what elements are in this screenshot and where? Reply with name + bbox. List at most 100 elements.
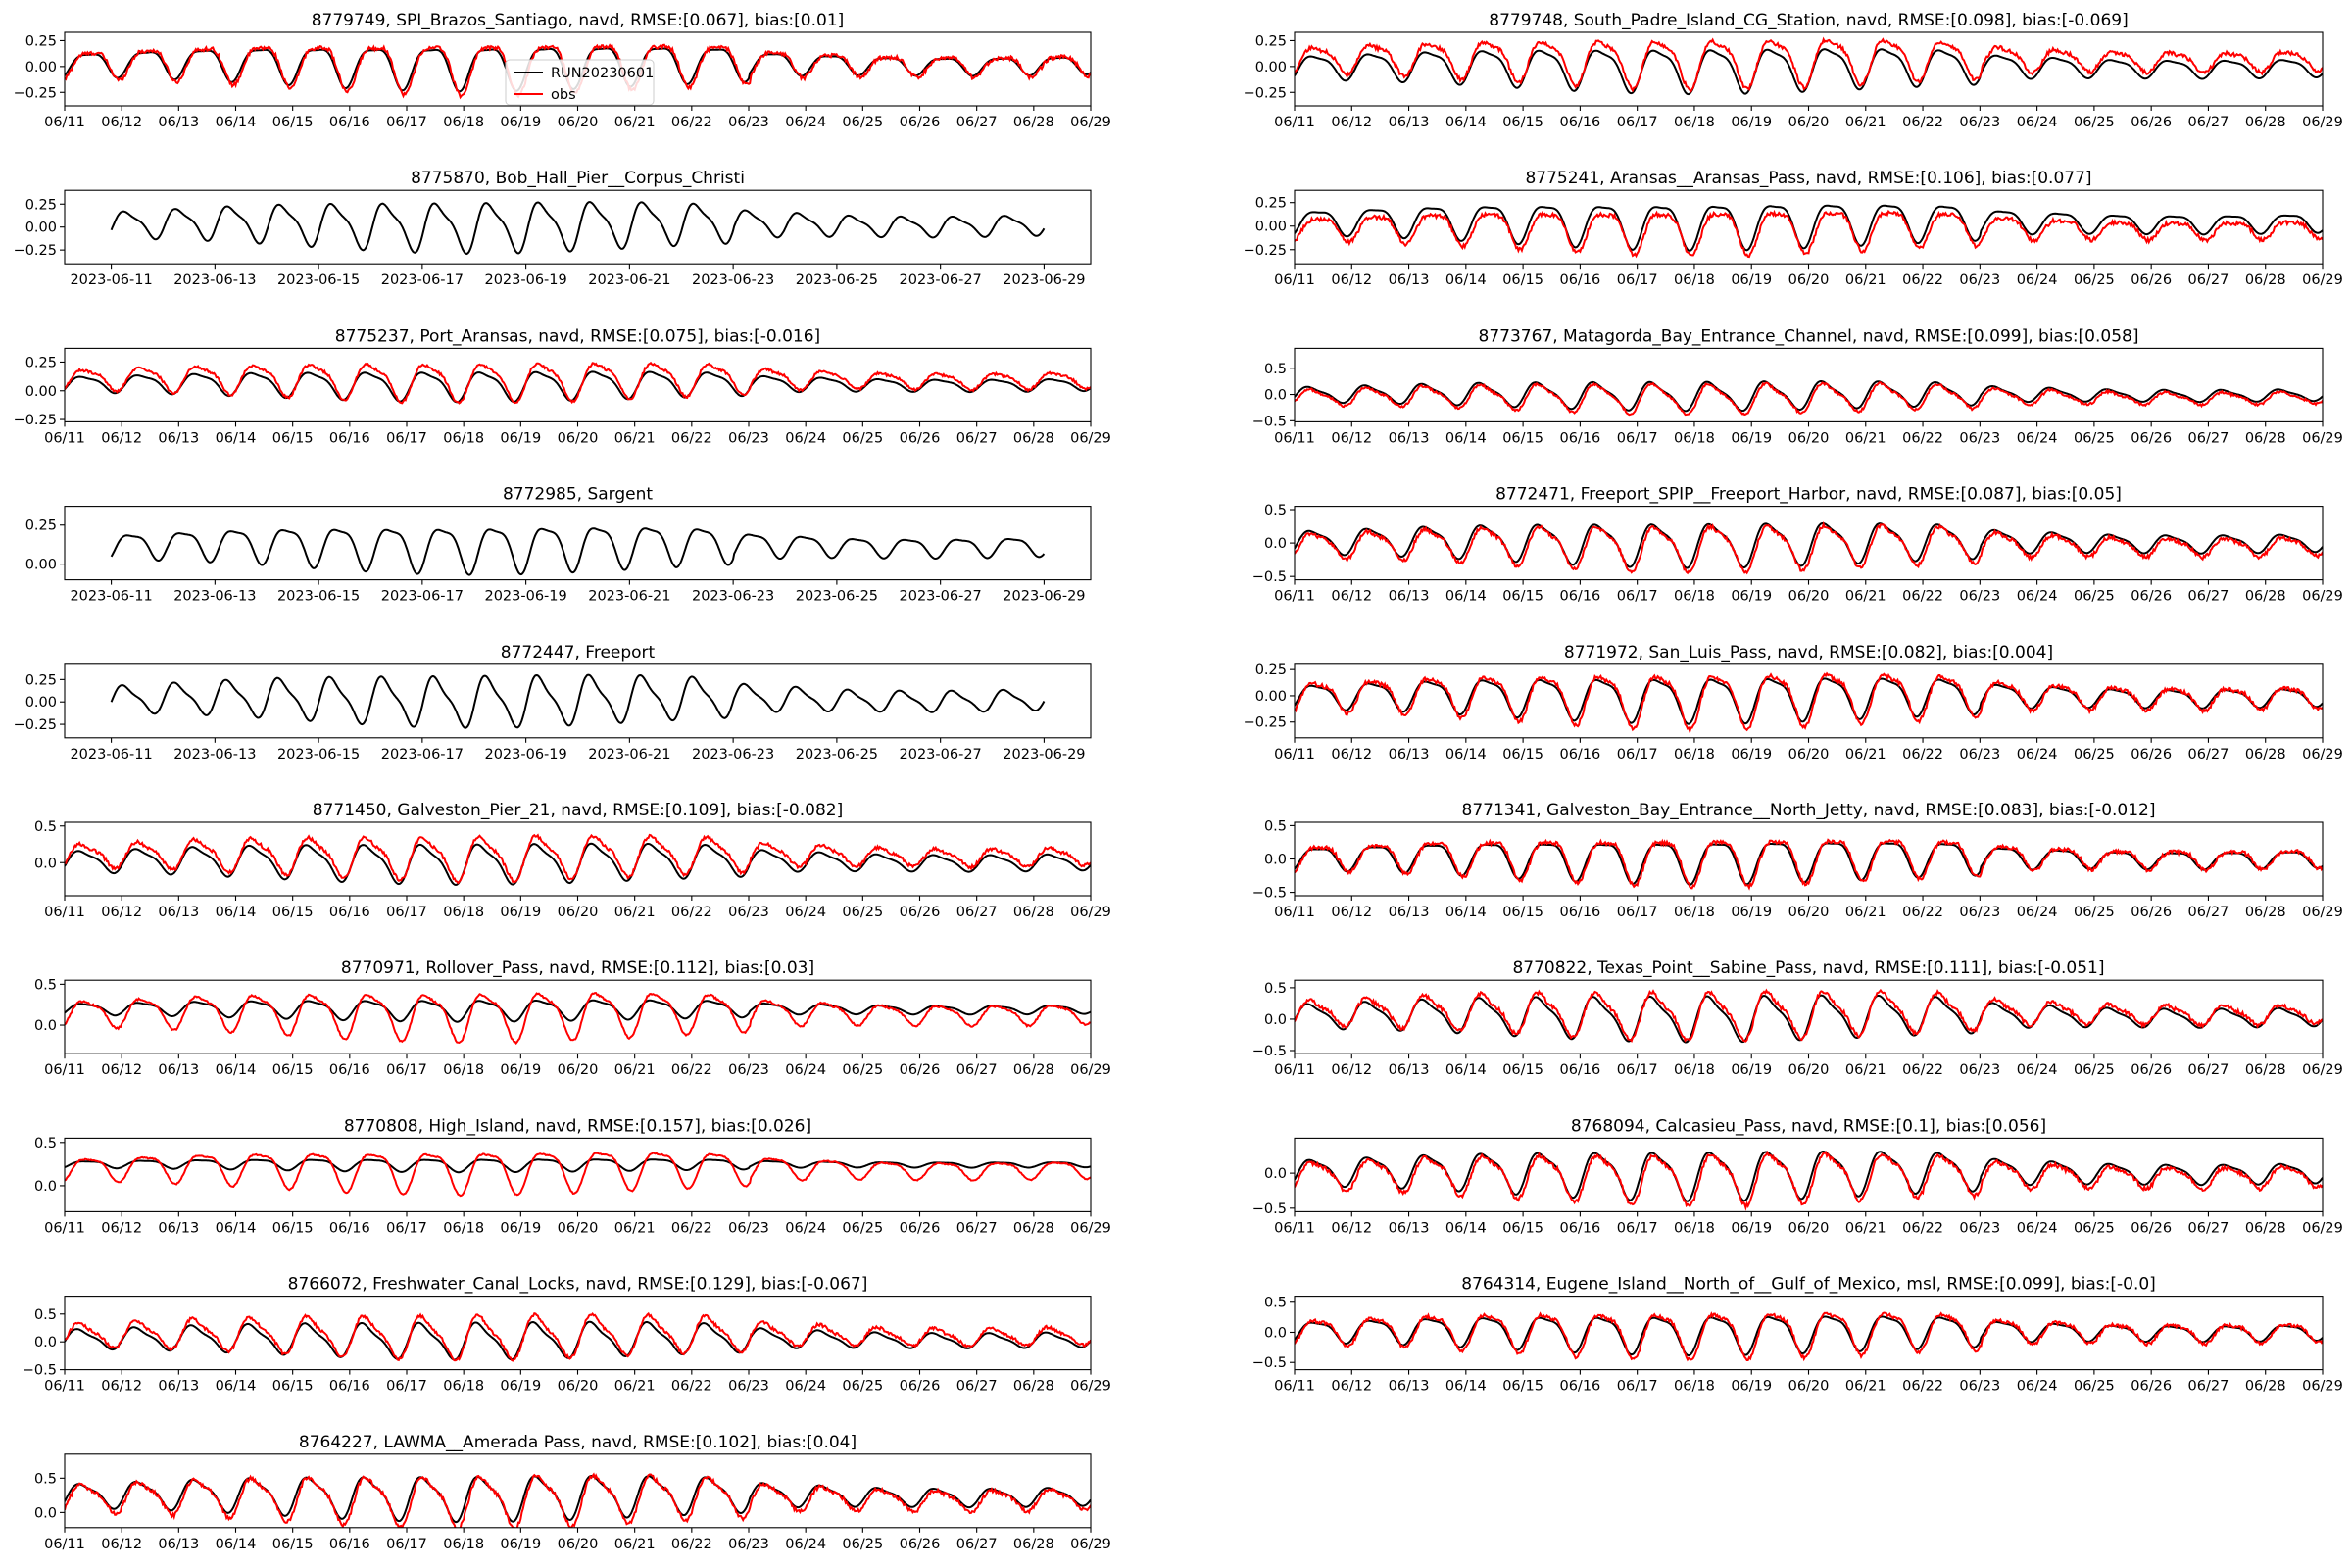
x-tick-label: 06/21 (1845, 115, 1886, 130)
x-tick-label: 06/17 (386, 430, 427, 446)
series-line-obs (65, 361, 1091, 405)
subplot-4: 8775241, Aransas__Aransas_Pass, navd, RM… (1244, 169, 2343, 288)
x-tick-label: 06/13 (158, 1062, 199, 1078)
y-tick-label: 0.5 (1264, 362, 1287, 377)
y-tick-label: 0.00 (25, 558, 57, 573)
x-tick-label: 06/20 (558, 1379, 599, 1395)
x-tick-label: 2023-06-27 (900, 589, 982, 605)
x-tick-label: 06/20 (1788, 747, 1830, 762)
y-tick-label: 0.0 (34, 1505, 57, 1521)
x-tick-label: 06/13 (158, 1379, 199, 1395)
x-tick-label: 06/20 (1788, 1220, 1830, 1236)
y-tick-label: 0.00 (1255, 60, 1287, 75)
x-tick-label: 06/15 (1502, 747, 1544, 762)
x-tick-label: 06/11 (1274, 1220, 1315, 1236)
subplot-10: 8771972, San_Luis_Pass, navd, RMSE:[0.08… (1244, 643, 2343, 762)
x-tick-label: 06/12 (1331, 1062, 1372, 1078)
subplot-1: 8779749, SPI_Brazos_Santiago, navd, RMSE… (14, 11, 1111, 130)
x-tick-label: 06/18 (443, 430, 484, 446)
x-tick-label: 06/20 (558, 115, 599, 130)
x-tick-label: 06/15 (1502, 115, 1544, 130)
subplot-12: 8771341, Galveston_Bay_Entrance__North_J… (1252, 801, 2343, 920)
x-tick-label: 06/24 (785, 1537, 826, 1552)
axes-frame (64, 189, 1092, 265)
x-tick-label: 06/18 (1674, 905, 1715, 920)
x-tick-label: 06/19 (1731, 1062, 1772, 1078)
x-tick-label: 06/13 (158, 1220, 199, 1236)
x-tick-label: 06/13 (158, 905, 199, 920)
x-tick-label: 06/20 (558, 1537, 599, 1552)
subplot-title: 8772447, Freeport (501, 643, 656, 662)
x-tick-label: 06/22 (1902, 905, 1943, 920)
subplot-title: 8779749, SPI_Brazos_Santiago, navd, RMSE… (312, 11, 845, 30)
series-line-run20230601 (1295, 1150, 2323, 1202)
x-tick-label: 06/16 (1559, 115, 1600, 130)
x-tick-label: 06/16 (329, 430, 370, 446)
x-tick-label: 06/26 (900, 1379, 941, 1395)
x-tick-label: 06/12 (1331, 905, 1372, 920)
x-tick-label: 06/24 (2017, 905, 2058, 920)
x-tick-label: 06/22 (1902, 1220, 1943, 1236)
series-line-obs (1295, 1150, 2323, 1211)
x-tick-label: 06/12 (1331, 1220, 1372, 1236)
y-tick-label: −0.25 (1244, 715, 1287, 731)
x-tick-label: 06/11 (1274, 905, 1315, 920)
x-tick-label: 06/17 (386, 115, 427, 130)
axes-frame (64, 506, 1092, 581)
x-tick-label: 06/16 (329, 115, 370, 130)
x-tick-label: 06/12 (1331, 747, 1372, 762)
x-tick-label: 2023-06-13 (173, 747, 256, 762)
x-tick-label: 06/20 (1788, 1062, 1830, 1078)
x-tick-label: 06/15 (1502, 589, 1544, 605)
x-tick-label: 06/21 (1845, 1379, 1886, 1395)
x-tick-label: 06/19 (500, 430, 541, 446)
x-tick-label: 2023-06-17 (381, 747, 464, 762)
x-tick-label: 06/14 (1446, 430, 1487, 446)
x-tick-label: 06/12 (101, 905, 142, 920)
x-tick-label: 06/23 (728, 1062, 769, 1078)
series-line-obs (1295, 671, 2323, 735)
x-tick-label: 06/17 (386, 905, 427, 920)
x-tick-label: 06/27 (956, 1062, 998, 1078)
y-tick-label: 0.0 (1264, 1012, 1287, 1028)
x-tick-label: 2023-06-15 (277, 272, 360, 288)
x-tick-label: 06/18 (1674, 589, 1715, 605)
series-line-obs (65, 1152, 1091, 1198)
subplot-title: 8768094, Calcasieu_Pass, navd, RMSE:[0.1… (1571, 1116, 2046, 1136)
x-tick-label: 06/11 (1274, 1062, 1315, 1078)
x-tick-label: 06/21 (1845, 430, 1886, 446)
y-tick-label: −0.25 (1244, 85, 1287, 101)
x-tick-label: 06/28 (2245, 747, 2286, 762)
x-tick-label: 06/22 (1902, 272, 1943, 288)
x-tick-label: 2023-06-23 (692, 272, 774, 288)
series-line-obs (1295, 381, 2323, 416)
y-tick-label: −0.25 (1244, 243, 1287, 259)
y-tick-label: 0.0 (1264, 388, 1287, 404)
x-tick-label: 06/14 (216, 905, 257, 920)
x-tick-label: 06/14 (1446, 589, 1487, 605)
series-line-run20230601 (65, 1158, 1091, 1174)
x-tick-label: 06/28 (2245, 905, 2286, 920)
y-tick-label: 0.00 (25, 695, 57, 710)
x-tick-label: 06/23 (1959, 115, 2000, 130)
x-tick-label: 06/15 (272, 1220, 314, 1236)
x-tick-label: 06/25 (2074, 747, 2115, 762)
y-tick-label: −0.5 (23, 1363, 57, 1379)
y-tick-label: −0.5 (1252, 414, 1287, 429)
x-tick-label: 06/24 (785, 1379, 826, 1395)
x-tick-label: 06/29 (2302, 430, 2343, 446)
subplot-title: 8772471, Freeport_SPIP__Freeport_Harbor,… (1495, 485, 2122, 505)
series-line-obs (65, 1472, 1091, 1528)
subplot-title: 8770808, High_Island, navd, RMSE:[0.157]… (344, 1116, 811, 1136)
x-tick-label: 06/25 (842, 1220, 883, 1236)
x-tick-label: 2023-06-11 (70, 589, 152, 605)
x-tick-label: 06/11 (1274, 1379, 1315, 1395)
x-tick-label: 06/13 (158, 115, 199, 130)
x-tick-label: 2023-06-23 (692, 747, 774, 762)
x-tick-label: 06/16 (329, 1220, 370, 1236)
x-tick-label: 06/17 (1617, 589, 1658, 605)
x-tick-label: 06/29 (2302, 747, 2343, 762)
x-tick-label: 06/12 (101, 1220, 142, 1236)
x-tick-label: 06/28 (2245, 589, 2286, 605)
x-tick-label: 06/26 (900, 1537, 941, 1552)
